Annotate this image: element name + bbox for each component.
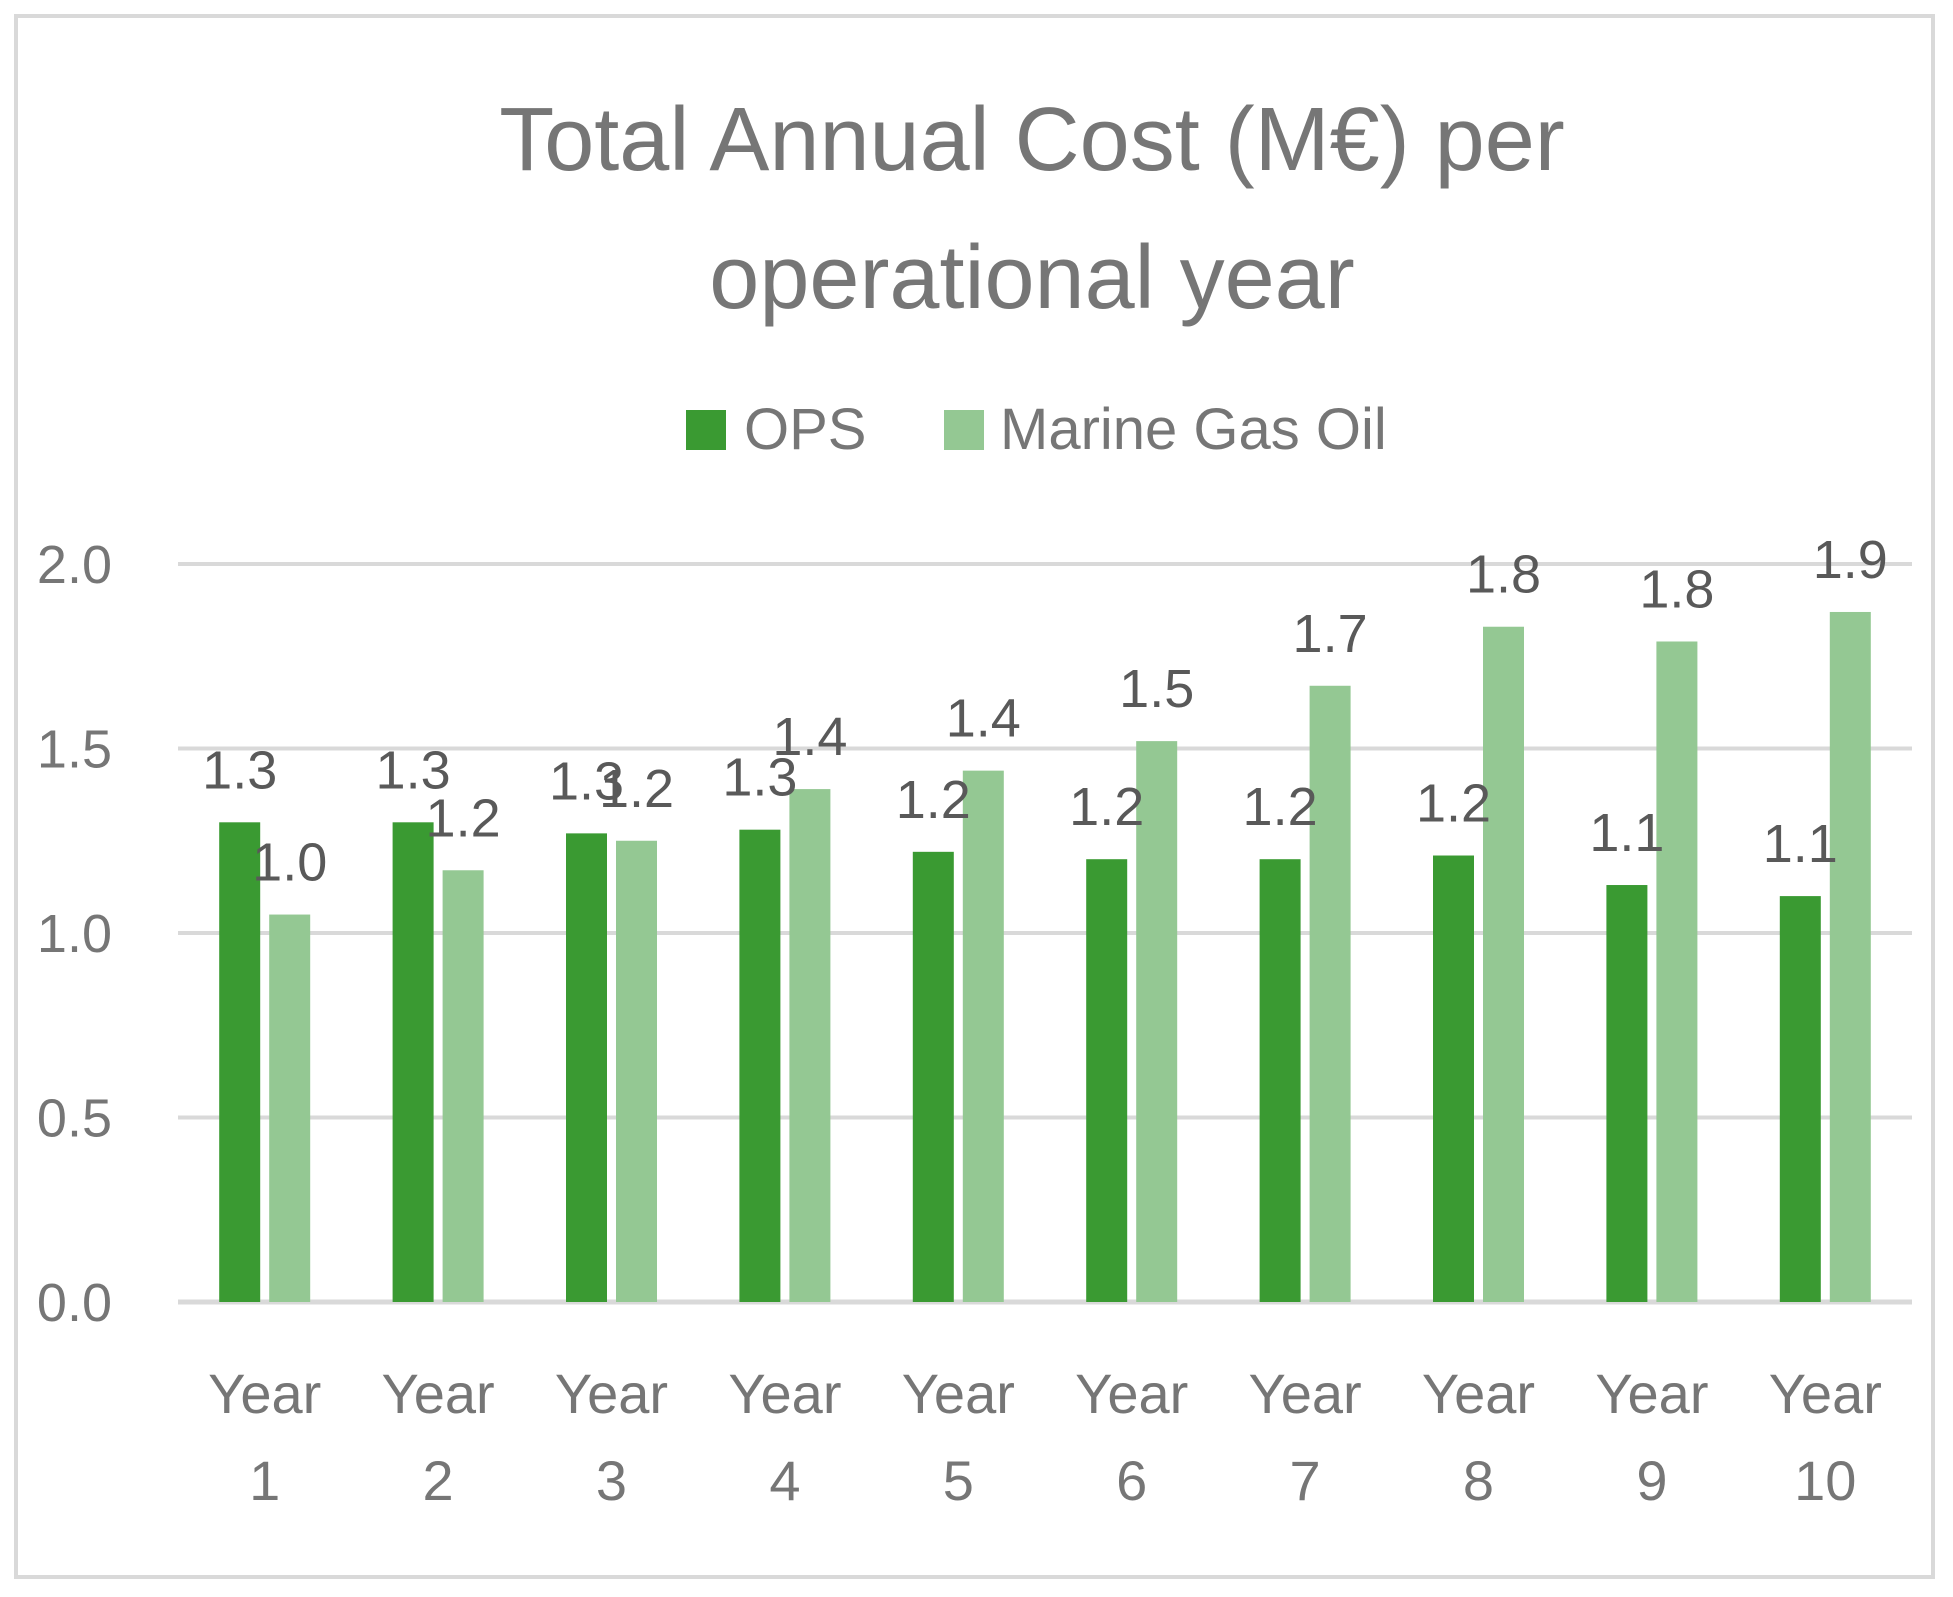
bar-marine-gas-oil-8 [1483,626,1524,1302]
bar-marine-gas-oil-6 [1136,741,1178,1302]
bar-marine-gas-oil-1 [269,914,311,1302]
gridlines [178,562,1912,1305]
x-category-label-line-1: Year [382,1362,495,1425]
y-axis-ticks: 0.0 0.5 1.0 1.5 2.0 [37,535,112,1333]
x-category-label-line-2: 5 [943,1449,974,1512]
data-label-marine-gas-oil-10: 1.9 [1813,530,1888,590]
x-category-label-line-2: 4 [769,1449,800,1512]
x-category-label-line-1: Year [902,1362,1015,1425]
data-label-marine-gas-oil-1: 1.0 [252,833,327,893]
x-category-label-line-1: Year [555,1362,668,1425]
x-category-label-line-1: Year [1769,1362,1882,1425]
data-label-marine-gas-oil-4: 1.4 [772,707,847,767]
data-label-marine-gas-oil-3: 1.2 [599,759,674,819]
bar-ops-9 [1606,885,1648,1302]
x-category-label-line-1: Year [208,1362,321,1425]
bar-ops-6 [1086,859,1128,1302]
bar-ops-10 [1779,896,1821,1302]
data-label-ops-3: 1.3 [549,751,624,811]
x-category-label-line-2: 3 [596,1449,627,1512]
y-tick-label: 2.0 [37,535,112,595]
x-category-label-line-1: Year [1595,1362,1708,1425]
chart-title-line-1: Total Annual Cost (M€) per [499,90,1565,190]
bar-ops-7 [1259,859,1301,1302]
x-axis-categories: Year 1 Year 2 Year 3 Year 4 Year 5 Year 6 Year 7 Year 8… [208,1362,1882,1512]
bar-ops-2 [392,822,434,1302]
data-labels: 1.31.01.31.21.31.2 1.31.41.21.41.21.51.21… [202,530,1888,893]
legend-swatch-marine-gas-oil [944,410,984,450]
data-label-ops-2: 1.3 [376,740,451,800]
x-category-label-line-1: Year [728,1362,841,1425]
x-category-label-line-1: Year [1422,1362,1535,1425]
y-tick-label: 0.0 [37,1273,112,1333]
data-label-ops-8: 1.2 [1416,774,1491,834]
data-label-marine-gas-oil-7: 1.7 [1293,604,1368,664]
bar-ops-8 [1433,855,1474,1302]
data-label-ops-10: 1.1 [1763,814,1838,874]
y-tick-label: 1.0 [37,904,112,964]
legend-swatch-ops [686,410,726,450]
bar-marine-gas-oil-3 [616,840,657,1302]
bar-ops-1 [219,822,261,1302]
bar-marine-gas-oil-9 [1656,641,1698,1302]
bar-ops-4 [739,829,781,1302]
x-category-label-line-2: 6 [1116,1449,1147,1512]
data-label-ops-6: 1.2 [1069,777,1144,837]
data-label-marine-gas-oil-6: 1.5 [1119,659,1194,719]
data-label-marine-gas-oil-5: 1.4 [946,689,1021,749]
data-label-marine-gas-oil-9: 1.8 [1639,559,1714,619]
data-label-ops-1: 1.3 [202,740,277,800]
bar-ops-3 [566,833,607,1302]
data-label-ops-5: 1.2 [896,770,971,830]
chart-title: Total Annual Cost (M€) per operational y… [499,90,1565,328]
bar-marine-gas-oil-10 [1829,611,1871,1302]
x-category-label-line-2: 1 [249,1449,280,1512]
bar-marine-gas-oil-7 [1309,685,1351,1302]
data-label-marine-gas-oil-2: 1.2 [426,788,501,848]
y-tick-label: 0.5 [37,1089,112,1149]
x-category-label-line-2: 8 [1463,1449,1494,1512]
x-category-label-line-1: Year [1249,1362,1362,1425]
data-label-ops-4: 1.3 [722,748,797,808]
chart-title-line-2: operational year [709,228,1354,328]
bar-marine-gas-oil-2 [442,870,484,1302]
y-tick-label: 1.5 [37,720,112,780]
x-category-label-line-2: 2 [423,1449,454,1512]
data-label-marine-gas-oil-8: 1.8 [1466,545,1541,605]
bar-marine-gas-oil-5 [962,770,1004,1302]
legend: OPS Marine Gas Oil [686,397,1387,462]
x-category-label-line-2: 10 [1794,1449,1856,1512]
data-label-ops-9: 1.1 [1589,803,1664,863]
x-category-label-line-2: 7 [1290,1449,1321,1512]
x-category-label-line-1: Year [1075,1362,1188,1425]
bar-ops-5 [912,851,954,1302]
bars [219,611,1871,1302]
x-category-label-line-2: 9 [1636,1449,1667,1512]
legend-label-marine-gas-oil: Marine Gas Oil [1000,397,1387,462]
legend-label-ops: OPS [744,397,867,462]
data-label-ops-7: 1.2 [1243,777,1318,837]
bar-marine-gas-oil-4 [789,789,831,1302]
